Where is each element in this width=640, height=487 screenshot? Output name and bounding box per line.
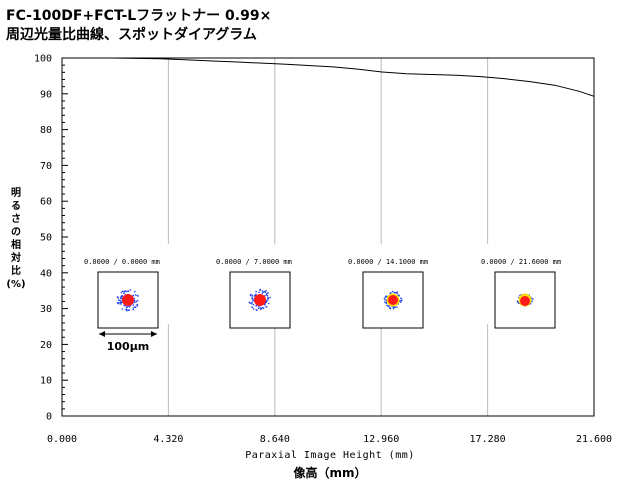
y-axis-label-char: る	[11, 200, 21, 212]
y-tick-label: 60	[40, 197, 52, 208]
scale-bar: 100μm	[99, 331, 157, 353]
y-axis-label-char: 対	[10, 251, 21, 264]
axis-ticks	[62, 57, 68, 417]
y-tick-label: 40	[40, 268, 52, 279]
y-axis-label-char: (%)	[6, 279, 25, 290]
y-axis-label-char: 明	[11, 187, 21, 199]
y-tick-label: 0	[46, 412, 52, 423]
x-tick-label: 4.320	[153, 434, 183, 445]
y-tick-label: 10	[40, 376, 52, 387]
y-axis-label-char: 比	[11, 264, 21, 277]
y-tick-label: 100	[34, 54, 52, 65]
spot-core	[388, 295, 398, 305]
chart-title-line2: 周辺光量比曲線、スポットダイアグラム	[6, 27, 257, 43]
y-tick-label: 20	[40, 340, 52, 351]
spot-diagram-label: 0.0000 / 0.0000 mm	[84, 258, 160, 266]
scale-bar-label: 100μm	[107, 340, 150, 353]
grid-lines	[167, 58, 489, 416]
y-axis-label-char: の	[11, 227, 21, 238]
x-tick-labels: 0.000 4.320 8.640 12.960 17.280 21.600	[47, 434, 612, 445]
x-tick-label: 12.960	[363, 434, 399, 445]
spot-diagram-1: 0.0000 / 0.0000 mm	[78, 244, 190, 329]
y-axis-label-char: さ	[11, 213, 21, 225]
spot-diagram-label: 0.0000 / 14.1000 mm	[348, 258, 428, 266]
scale-bar-arrow-left	[99, 331, 105, 337]
spot-diagram-4: 0.0000 / 21.6000 mm	[475, 244, 588, 329]
spot-diagrams: 0.0000 / 0.0000 mm 0.0000 / 7.0000 mm 0.00…	[78, 244, 588, 329]
plot-frame	[61, 57, 595, 417]
x-tick-label: 17.280	[470, 434, 506, 445]
relative-illumination-curve	[62, 57, 595, 97]
y-tick-label: 30	[40, 304, 52, 315]
spot-diagram-label: 0.0000 / 21.6000 mm	[481, 258, 561, 266]
scale-bar-arrow-right	[151, 331, 157, 337]
x-tick-label: 0.000	[47, 434, 77, 445]
y-tick-label: 50	[40, 233, 52, 244]
spot-core	[520, 296, 530, 306]
spot-core	[122, 294, 134, 306]
x-tick-label: 21.600	[576, 434, 612, 445]
y-tick-labels: 0 10 20 30 40 50 60 70 80 90 100	[34, 54, 52, 423]
chart-title-line1: FC-100DF+FCT-Lフラットナー 0.99×	[6, 8, 272, 24]
spot-diagram-2: 0.0000 / 7.0000 mm	[210, 244, 323, 329]
spot-diagram-label: 0.0000 / 7.0000 mm	[216, 258, 292, 266]
x-axis-label: Paraxial Image Height (mm)	[245, 450, 415, 461]
y-tick-label: 80	[40, 125, 52, 136]
y-tick-label: 70	[40, 161, 52, 172]
x-axis-label-jp: 像高（mm）	[293, 465, 366, 480]
y-tick-label: 90	[40, 89, 52, 100]
spot-diagram-3: 0.0000 / 14.1000 mm	[343, 244, 455, 329]
spot-core	[254, 294, 266, 306]
x-tick-label: 8.640	[260, 434, 290, 445]
y-axis-label-char: 相	[11, 238, 21, 251]
